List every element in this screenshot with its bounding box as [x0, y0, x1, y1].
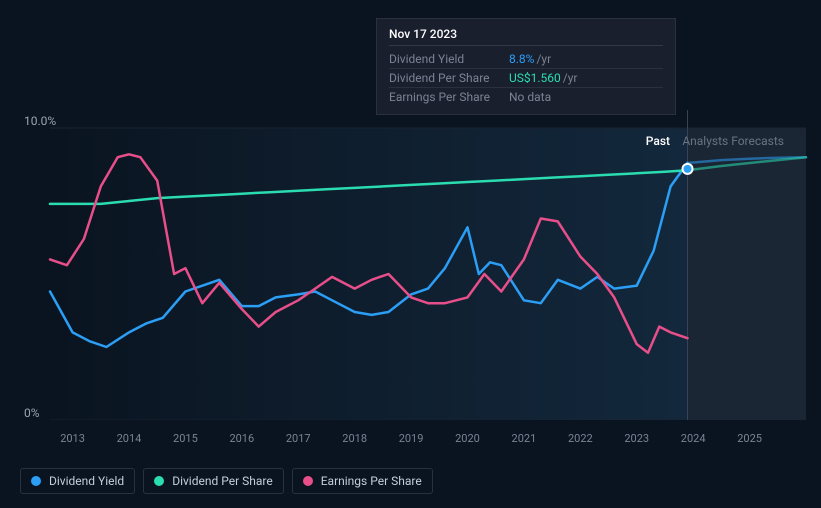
tooltip-row-suffix: /yr [536, 52, 551, 66]
legend-item[interactable]: Earnings Per Share [292, 468, 433, 494]
legend-label: Dividend Per Share [172, 474, 273, 488]
x-tick-label: 2015 [173, 432, 198, 445]
chart-tooltip: Nov 17 2023 Dividend Yield8.8%/yrDividen… [376, 18, 676, 115]
tooltip-row-label: Earnings Per Share [389, 90, 509, 104]
tooltip-row: Dividend Per ShareUS$1.560/yr [389, 69, 663, 88]
legend-item[interactable]: Dividend Per Share [143, 468, 284, 494]
x-tick-label: 2023 [624, 432, 649, 445]
x-tick-label: 2018 [342, 432, 367, 445]
y-tick-label: 0% [24, 406, 40, 420]
tooltip-row-value: 8.8% [509, 52, 534, 66]
forecast-region-label: Analysts Forecasts [682, 134, 784, 148]
y-tick-label: 10.0% [24, 114, 56, 128]
tooltip-row-label: Dividend Per Share [389, 71, 509, 85]
tooltip-date: Nov 17 2023 [389, 27, 663, 46]
dividend-chart: Past Analysts Forecasts 10.0% 0% [20, 110, 810, 420]
legend-label: Earnings Per Share [321, 474, 422, 488]
x-tick-label: 2014 [117, 432, 142, 445]
x-tick-label: 2019 [399, 432, 424, 445]
x-tick-label: 2013 [60, 432, 85, 445]
tooltip-row-value: No data [509, 90, 551, 104]
chart-legend: Dividend Yield Dividend Per Share Earnings… [20, 468, 433, 494]
legend-dot-icon [303, 476, 313, 486]
tooltip-row: Earnings Per ShareNo data [389, 88, 663, 106]
chart-svg [20, 110, 810, 420]
x-tick-label: 2016 [229, 432, 254, 445]
tooltip-row: Dividend Yield8.8%/yr [389, 50, 663, 69]
tooltip-row-suffix: /yr [563, 71, 578, 85]
x-tick-label: 2021 [512, 432, 537, 445]
legend-dot-icon [31, 476, 41, 486]
tooltip-row-value: US$1.560 [509, 71, 561, 85]
x-tick-label: 2025 [737, 432, 762, 445]
legend-label: Dividend Yield [49, 474, 124, 488]
x-tick-label: 2022 [568, 432, 593, 445]
legend-dot-icon [154, 476, 164, 486]
x-tick-label: 2024 [681, 432, 706, 445]
x-tick-label: 2017 [286, 432, 311, 445]
past-region-label: Past [646, 134, 670, 148]
x-tick-label: 2020 [455, 432, 480, 445]
tooltip-rows: Dividend Yield8.8%/yrDividend Per ShareU… [389, 50, 663, 106]
legend-item[interactable]: Dividend Yield [20, 468, 135, 494]
tooltip-row-label: Dividend Yield [389, 52, 509, 66]
